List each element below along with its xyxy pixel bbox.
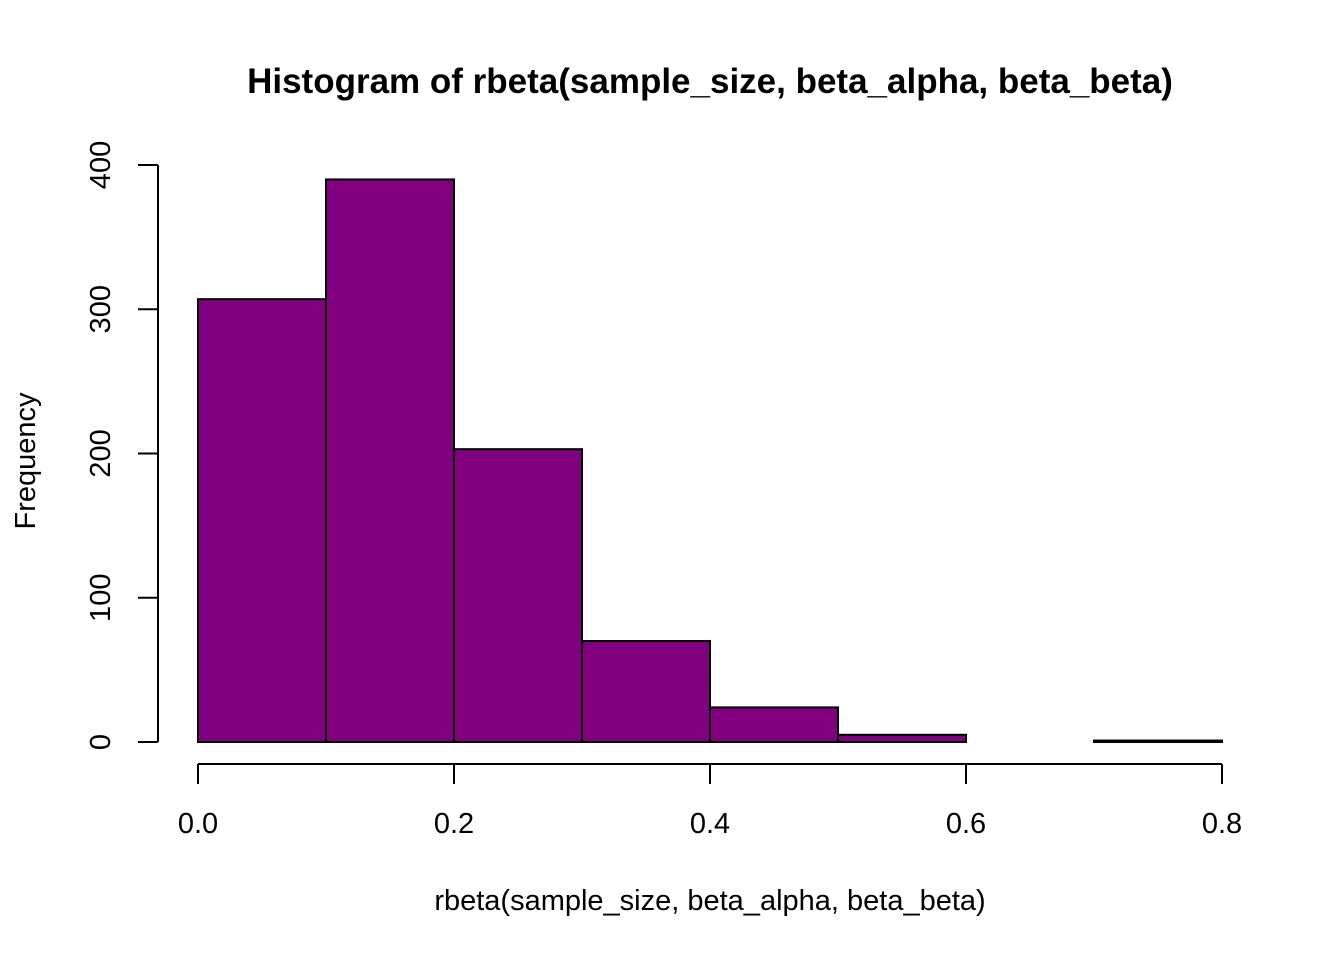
- y-tick-label: 300: [85, 285, 117, 333]
- x-tick-label: 0.0: [178, 808, 218, 840]
- histogram-bar: [197, 298, 327, 743]
- x-tick-label: 0.6: [946, 808, 986, 840]
- histogram-bar: [1093, 739, 1223, 743]
- histogram-bar: [837, 733, 967, 743]
- bars-group: [197, 178, 1223, 744]
- x-tick-label: 0.2: [434, 808, 474, 840]
- x-tick-label: 0.8: [1202, 808, 1242, 840]
- histogram-bar: [325, 178, 455, 744]
- y-tick-label: 400: [85, 141, 117, 189]
- x-axis: 0.0 0.2 0.4 0.6 0.8: [178, 763, 1242, 840]
- y-tick-label: 0: [85, 734, 117, 750]
- y-axis-label: Frequency: [10, 392, 42, 530]
- y-tick-label: 200: [85, 429, 117, 477]
- y-axis: 0 100 200 300 400: [85, 141, 159, 750]
- x-tick-label: 0.4: [690, 808, 730, 840]
- histogram-bar: [453, 448, 583, 743]
- histogram-bar: [709, 706, 839, 744]
- histogram-bar: [581, 640, 711, 744]
- y-tick-label: 100: [85, 574, 117, 622]
- x-axis-label: rbeta(sample_size, beta_alpha, beta_beta…: [434, 885, 985, 917]
- chart-title: Histogram of rbeta(sample_size, beta_alp…: [247, 62, 1173, 101]
